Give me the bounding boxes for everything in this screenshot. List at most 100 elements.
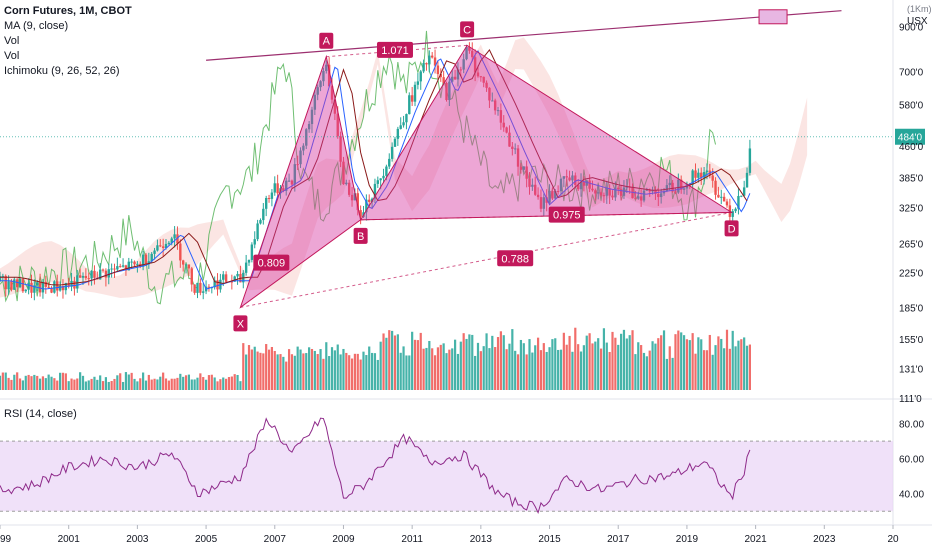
- price-candle: [58, 281, 62, 292]
- volume-bar: [660, 335, 663, 390]
- volume-bar: [101, 381, 105, 390]
- candle-body: [691, 170, 694, 185]
- price-tick-label: 460'0: [899, 142, 924, 153]
- volume-bar: [651, 341, 654, 390]
- candle-body: [596, 192, 600, 194]
- candle-body: [748, 148, 752, 173]
- price-candle: [565, 169, 568, 187]
- candle-body: [179, 243, 182, 261]
- price-candle: [119, 263, 122, 268]
- volume-bar: [396, 334, 399, 390]
- candle-body: [33, 285, 36, 293]
- volume-bar: [153, 378, 156, 390]
- legend-vol-2[interactable]: Vol: [4, 50, 20, 62]
- candle-body: [4, 275, 7, 290]
- volume-bar: [459, 341, 462, 390]
- price-candle: [511, 141, 514, 156]
- volume-bar: [190, 379, 193, 390]
- volume-bar: [4, 372, 7, 390]
- volume-bar: [579, 351, 583, 390]
- pattern-point-badge: [460, 21, 475, 38]
- volume-bar: [313, 350, 316, 390]
- candle-body: [1, 275, 5, 277]
- volume-bar: [425, 347, 428, 390]
- price-candle: [259, 218, 262, 225]
- candle-body: [425, 63, 428, 65]
- pattern-point-badge: [233, 315, 248, 332]
- candle-body: [745, 172, 749, 188]
- volume-bar: [419, 332, 422, 390]
- price-candle: [614, 181, 617, 201]
- time-tick-label: 2015: [538, 534, 561, 545]
- volume-bar: [723, 348, 726, 390]
- candle-body: [722, 196, 726, 202]
- time-tick-label: 2003: [126, 534, 149, 545]
- price-candle: [173, 226, 176, 248]
- price-candle: [519, 163, 523, 174]
- price-candle: [230, 274, 234, 290]
- price-candle: [373, 178, 377, 204]
- price-candle: [622, 180, 626, 199]
- candle-body: [56, 281, 59, 291]
- volume-bar: [250, 349, 253, 390]
- candle-body: [153, 250, 156, 254]
- price-candle: [534, 176, 537, 196]
- pattern-ratio: 0.809: [253, 254, 290, 271]
- candle-body: [144, 254, 148, 265]
- volume-bar: [213, 377, 216, 390]
- volume-bar: [216, 381, 219, 390]
- legend-ichimoku[interactable]: Ichimoku (9, 26, 52, 26): [4, 65, 120, 77]
- price-candle: [714, 177, 717, 200]
- legend-ma[interactable]: MA (9, close): [4, 20, 69, 32]
- volume-bar: [411, 331, 414, 390]
- rsi-legend[interactable]: RSI (14, close): [4, 408, 77, 420]
- volume-bar: [694, 353, 697, 390]
- price-candle: [290, 179, 294, 189]
- price-candle: [285, 177, 288, 196]
- price-candle: [745, 167, 749, 188]
- price-candle: [345, 179, 348, 186]
- price-candle: [448, 78, 451, 107]
- candle-body: [264, 197, 268, 209]
- volume-bar: [282, 356, 285, 390]
- volume-bar: [325, 342, 328, 390]
- candle-body: [93, 270, 96, 278]
- price-candle: [408, 92, 411, 115]
- candle-body: [193, 284, 196, 293]
- price-candle: [236, 271, 239, 285]
- volume-bar: [47, 374, 50, 390]
- volume-bar: [405, 355, 408, 390]
- pattern-point-label: B: [357, 231, 364, 243]
- volume-bar: [121, 381, 125, 390]
- volume-bar: [677, 330, 680, 390]
- volume-bar: [259, 352, 262, 390]
- volume-bar: [342, 348, 345, 390]
- candle-body: [645, 189, 649, 191]
- volume-bar: [293, 355, 296, 390]
- price-candle: [53, 280, 56, 294]
- price-candle: [674, 187, 677, 195]
- price-tick-label: 185'0: [899, 303, 924, 314]
- candle-body: [637, 196, 640, 199]
- volume-bar: [245, 354, 248, 390]
- candle-body: [147, 261, 151, 265]
- legend-vol-1[interactable]: Vol: [4, 35, 20, 47]
- candle-body: [393, 138, 397, 147]
- candle-body: [98, 269, 102, 280]
- price-candle: [307, 121, 311, 133]
- volume-bar: [602, 328, 606, 390]
- price-candle: [38, 273, 42, 297]
- price-candle: [267, 194, 271, 203]
- pattern-ratio-badge: [376, 41, 413, 58]
- candle-body: [671, 182, 674, 192]
- pattern-bd-line: [360, 211, 732, 221]
- price-candle: [679, 175, 683, 194]
- volume-bar: [368, 346, 371, 390]
- volume-bar: [370, 352, 374, 390]
- volume-bar: [668, 346, 671, 390]
- price-candle: [356, 187, 359, 216]
- candle-body: [582, 181, 586, 186]
- volume-bar: [70, 378, 73, 390]
- volume-bar: [611, 331, 614, 390]
